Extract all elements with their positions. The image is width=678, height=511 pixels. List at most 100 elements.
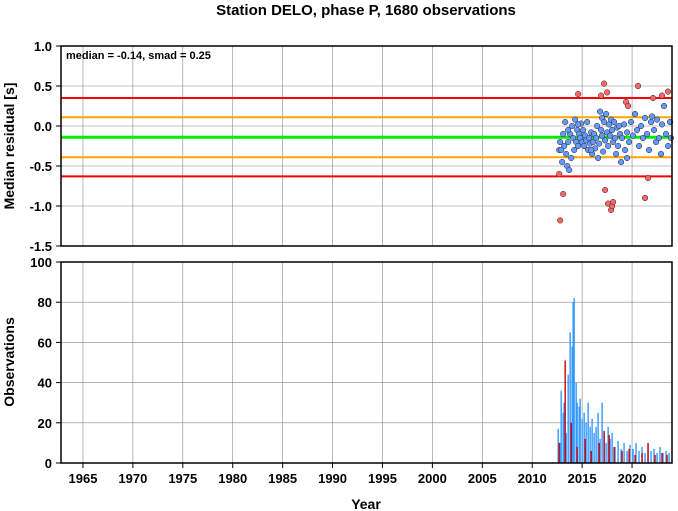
residual-point <box>641 114 649 122</box>
x-tick-label: 1975 <box>168 471 197 486</box>
residual-point <box>601 80 608 87</box>
residual-point <box>667 134 675 142</box>
residual-point <box>602 137 609 144</box>
residual-point <box>612 134 619 142</box>
residual-point <box>613 150 620 158</box>
residual-point <box>662 130 670 138</box>
x-tick-label: 1990 <box>318 471 347 486</box>
y-tick-label: 100 <box>30 255 52 270</box>
x-tick-label: 1980 <box>218 471 247 486</box>
y-tick-label: 0.0 <box>34 119 52 134</box>
residual-point <box>658 92 666 99</box>
residual-point <box>622 146 629 154</box>
x-tick-label: 1970 <box>118 471 147 486</box>
residual-point <box>652 138 660 146</box>
residual-point <box>653 116 661 123</box>
observations-panel: 100 80 60 40 20 0 1965 1970 1975 1980 1985 1990 199… <box>1 255 673 511</box>
residual-point <box>584 118 591 126</box>
residual-point <box>561 142 568 150</box>
residual-y-axis-label: Median residual [s] <box>1 83 17 210</box>
residual-point <box>626 138 633 146</box>
residual-point <box>575 142 582 150</box>
residual-point <box>643 130 651 138</box>
residual-point <box>632 110 639 118</box>
x-tick-label: 1985 <box>268 471 297 486</box>
y-tick-label: -1.5 <box>30 239 52 254</box>
residual-point <box>568 154 575 162</box>
residual-point <box>611 118 618 126</box>
residual-point <box>599 132 606 139</box>
y-tick-label: 1.0 <box>34 39 52 54</box>
residual-point <box>616 122 623 130</box>
residual-point <box>560 190 567 198</box>
residual-point <box>559 158 566 166</box>
residual-point <box>602 186 609 194</box>
residual-point <box>557 138 564 146</box>
residual-point <box>570 134 577 142</box>
residual-point <box>562 118 569 126</box>
observations-panel-frame <box>60 261 673 464</box>
residual-point <box>607 132 614 139</box>
residual-point <box>638 122 645 130</box>
x-tick-label: 2000 <box>418 471 447 486</box>
residual-panel: median = -0.14, smad = 0.25 1.0 0.5 0.0 -0.… <box>1 39 675 254</box>
residual-point <box>660 102 668 110</box>
residual-point <box>609 126 616 134</box>
residual-point <box>597 108 604 115</box>
residual-point <box>635 82 642 90</box>
residual-point <box>603 110 610 118</box>
residual-point <box>605 142 612 150</box>
residual-panel-frame <box>60 45 673 247</box>
residual-point <box>581 142 588 150</box>
y-tick-label: 60 <box>38 335 52 350</box>
residual-point <box>575 121 582 128</box>
residual-point <box>601 118 608 126</box>
residual-point <box>639 134 647 142</box>
residual-point <box>556 170 563 178</box>
y-tick-label: 20 <box>38 416 52 431</box>
residual-point <box>628 118 635 126</box>
residual-point <box>593 134 600 142</box>
residual-point <box>657 150 665 158</box>
residual-point <box>658 121 666 128</box>
x-tick-label: 2020 <box>618 471 647 486</box>
residual-point <box>618 158 625 166</box>
residual-point <box>648 113 656 120</box>
residual-point <box>571 146 578 154</box>
residual-point <box>641 194 649 202</box>
y-tick-label: -0.5 <box>30 159 52 174</box>
residual-point <box>647 118 655 126</box>
residual-point <box>664 88 672 95</box>
residual-point <box>563 150 570 158</box>
residual-point <box>596 140 603 147</box>
residual-point <box>580 126 587 134</box>
x-tick-label: 1965 <box>69 471 98 486</box>
residual-point <box>595 154 602 162</box>
x-tick-label: 1995 <box>368 471 397 486</box>
residual-point <box>598 126 605 134</box>
residual-point <box>655 134 663 142</box>
residual-point <box>630 132 637 139</box>
residual-point <box>565 138 572 146</box>
residual-point <box>604 89 611 96</box>
y-tick-label: 0.5 <box>34 79 52 94</box>
residual-point <box>572 116 579 123</box>
residual-point <box>598 92 605 99</box>
x-tick-label: 2015 <box>568 471 597 486</box>
residual-point <box>644 174 652 182</box>
residual-point <box>625 102 632 110</box>
chart-title: Station DELO, phase P, 1680 observations <box>216 2 516 19</box>
x-tick-label: 2005 <box>468 471 497 486</box>
residual-point <box>615 142 622 150</box>
residual-point <box>569 122 576 130</box>
residual-point <box>600 148 607 155</box>
residual-point <box>590 138 597 146</box>
residual-point <box>557 217 564 224</box>
residual-point <box>560 130 567 138</box>
residual-point <box>664 142 672 150</box>
residual-point <box>634 126 641 134</box>
residual-point <box>588 146 595 154</box>
residual-point <box>624 154 631 162</box>
residual-point <box>575 90 582 98</box>
